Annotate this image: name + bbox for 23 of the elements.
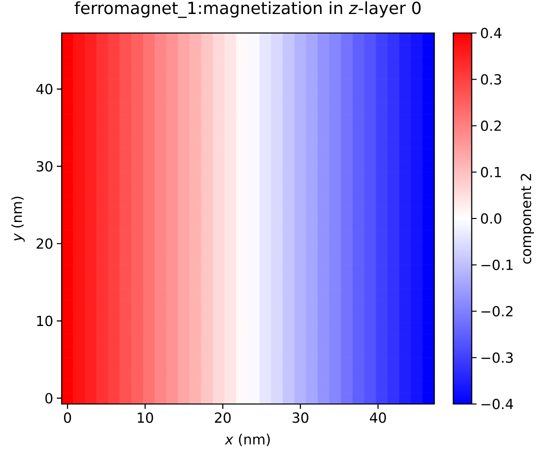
color-bar-label: −0.1 bbox=[482, 260, 513, 270]
y-tick-label: 20 bbox=[36, 238, 52, 249]
x-tick-label: 10 bbox=[138, 412, 154, 423]
x-tick-label: 30 bbox=[292, 412, 308, 423]
x-tick-label: 20 bbox=[214, 412, 231, 423]
x-tick-label: 40 bbox=[370, 412, 386, 423]
color-bar-label: 0.4 bbox=[481, 28, 502, 38]
color-bar-title: component 2 bbox=[520, 174, 534, 264]
x-tick-label: 0 bbox=[64, 412, 72, 423]
chart-title: ferromagnet_1:magnetization in z-layer 0 bbox=[74, 1, 421, 18]
color-bar-label: −0.2 bbox=[482, 306, 512, 317]
y-tick-label: 40 bbox=[36, 84, 52, 94]
color-bar-label: 0.0 bbox=[481, 213, 502, 224]
x-axis-title: x (nm) bbox=[224, 434, 270, 446]
y-axis-title: y (nm) bbox=[11, 196, 25, 242]
y-tick-label: 10 bbox=[37, 316, 52, 326]
color-bar-label: 0.1 bbox=[481, 166, 501, 178]
color-bar-label: −0.4 bbox=[482, 398, 514, 410]
y-tick-label: 0 bbox=[45, 392, 52, 404]
y-tick-label: 30 bbox=[36, 161, 52, 172]
color-bar-label: −0.3 bbox=[482, 352, 513, 363]
color-bar-label: 0.3 bbox=[481, 74, 502, 85]
color-bar-label: 0.2 bbox=[481, 120, 501, 132]
